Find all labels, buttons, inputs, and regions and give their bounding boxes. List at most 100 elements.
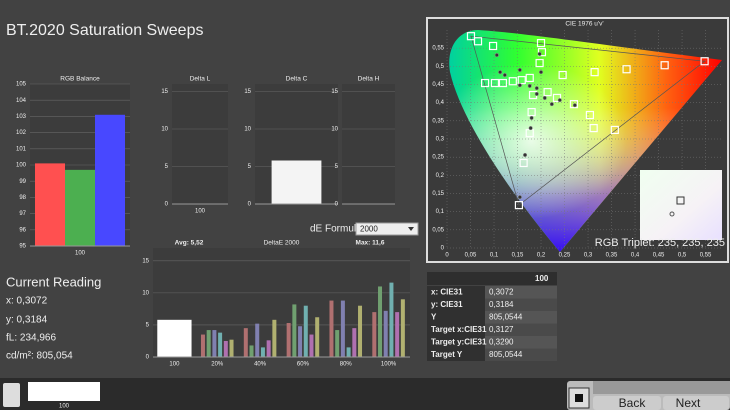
- target-point: [700, 57, 709, 66]
- x-tick-label: 0,3: [584, 253, 593, 259]
- y-tick-label: 5: [248, 164, 252, 170]
- y-tick-label: 97: [19, 211, 26, 217]
- bar: [400, 299, 405, 357]
- y-tick-label: 5: [146, 323, 150, 329]
- x-tick-label: 80%: [340, 362, 353, 368]
- target-point: [514, 201, 524, 210]
- measured-point: [527, 83, 532, 89]
- bar: [358, 305, 363, 357]
- measured-point: [528, 126, 533, 131]
- bar: [395, 312, 400, 357]
- back-label[interactable]: Back: [619, 396, 647, 410]
- bar: [389, 282, 394, 357]
- chart-title: Delta L: [190, 76, 211, 83]
- bar: [378, 286, 383, 357]
- measured-point: [534, 86, 539, 91]
- table-cell: [485, 311, 557, 324]
- bar: [243, 328, 248, 357]
- next-label[interactable]: Next: [676, 396, 701, 410]
- table-row: [427, 348, 485, 361]
- y-tick-label: 15: [142, 258, 149, 264]
- formula-dropdown[interactable]: [355, 222, 419, 236]
- chart-title: CIE 1976 u'v': [565, 21, 603, 28]
- y-tick-label: 10: [161, 127, 168, 133]
- x-tick-label: 20%: [211, 362, 224, 368]
- next-button[interactable]: [663, 396, 729, 410]
- x-tick-label: 0,05: [465, 253, 477, 259]
- target-point: [558, 70, 567, 80]
- bar: [372, 312, 377, 357]
- row-value: 0,3290: [489, 338, 514, 347]
- y-tick-label: 0,05: [432, 227, 444, 233]
- chart-title: Delta C: [286, 76, 308, 83]
- y-tick-label: 10: [244, 127, 251, 133]
- target-point: [473, 37, 483, 46]
- y-tick-label: 96: [19, 227, 26, 233]
- target-point: [488, 41, 498, 51]
- reading-title: Current Reading: [6, 274, 101, 289]
- dropdown-arrow[interactable]: [408, 227, 414, 231]
- target-point: [498, 78, 508, 88]
- annotation: Max: 11,6: [356, 240, 385, 247]
- measured-point: [517, 83, 522, 88]
- measured-point: [494, 53, 499, 58]
- measured-point: [542, 95, 547, 100]
- y-tick-label: 98: [19, 195, 26, 201]
- bar: [218, 332, 223, 357]
- chart-title: Delta H: [358, 76, 380, 83]
- bar: [35, 163, 65, 246]
- y-tick-label: 0,3: [436, 137, 445, 143]
- table-row: [427, 311, 485, 324]
- bar: [95, 114, 125, 246]
- bar: [292, 304, 297, 357]
- bar: [346, 347, 351, 357]
- row-value: 0,3184: [489, 300, 514, 309]
- bar: [315, 317, 320, 357]
- x-tick-label: 0,25: [559, 253, 571, 259]
- measured-point: [529, 115, 534, 120]
- measured-point: [549, 102, 554, 107]
- table-cell: [485, 336, 557, 349]
- x-tick-label: 0,4: [631, 253, 640, 259]
- measured-point: [557, 98, 562, 103]
- bar: [65, 169, 95, 246]
- chart-title: RGB Balance: [60, 76, 100, 83]
- y-tick-label: 95: [19, 244, 26, 250]
- icon-row[interactable]: [593, 381, 730, 394]
- target-point: [585, 110, 595, 120]
- y-tick-label: 103: [16, 114, 27, 120]
- formula-value[interactable]: 2000: [360, 225, 378, 234]
- target-point: [660, 61, 669, 70]
- reading-line: cd/m²: 805,054: [6, 351, 73, 362]
- row-value: 0,3072: [489, 288, 514, 297]
- reading-line: y: 0,3184: [6, 315, 48, 326]
- x-tick-label: 100: [75, 251, 86, 257]
- plot-area: [342, 84, 395, 204]
- inset-target: [676, 196, 685, 205]
- bar: [260, 347, 265, 357]
- table-cell: [485, 298, 557, 311]
- y-tick-label: 0,4: [436, 100, 445, 106]
- page-title: BT.2020 Saturation Sweeps: [6, 22, 203, 39]
- x-tick-label: 0,5: [678, 253, 687, 259]
- target-point: [508, 77, 517, 86]
- side-button[interactable]: [3, 383, 20, 407]
- target-point: [525, 73, 534, 83]
- back-button[interactable]: [593, 396, 661, 410]
- table-header-bg: [427, 272, 557, 285]
- measured-point: [538, 70, 544, 75]
- measured-point: [517, 67, 522, 73]
- marks: [446, 30, 722, 249]
- chart-title: DeltaE 2000: [264, 240, 300, 247]
- table-header: 100: [535, 274, 549, 283]
- swatch[interactable]: [28, 382, 100, 401]
- target-point: [527, 108, 536, 117]
- y-tick-label: 5: [165, 164, 169, 170]
- x-tick-label: 0,1: [490, 253, 499, 259]
- bar: [272, 319, 277, 357]
- y-tick-label: 0,1: [436, 209, 445, 215]
- plot-area: [172, 84, 228, 204]
- target-point: [569, 100, 579, 109]
- table-cell: [485, 323, 557, 336]
